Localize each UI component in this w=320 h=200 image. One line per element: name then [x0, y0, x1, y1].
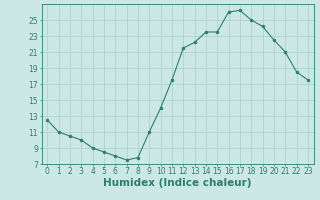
X-axis label: Humidex (Indice chaleur): Humidex (Indice chaleur) — [103, 178, 252, 188]
